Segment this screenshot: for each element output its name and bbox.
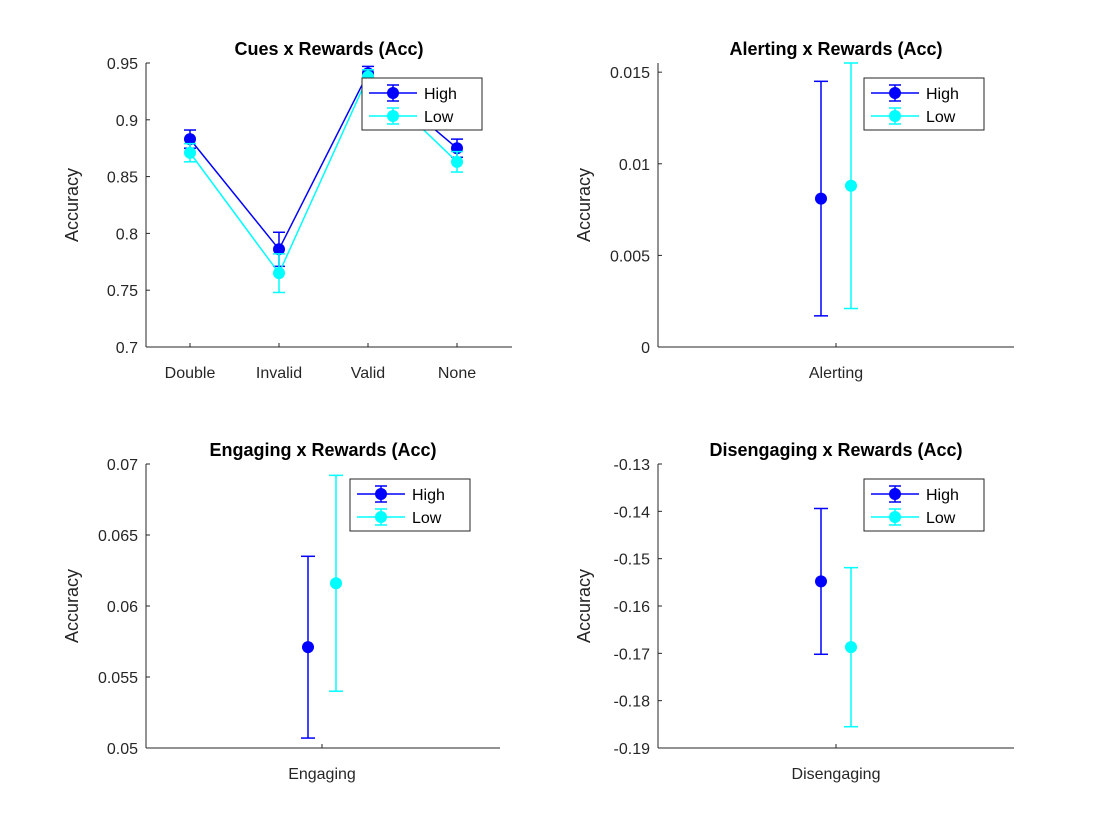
y-tick-label: -0.13 [614, 457, 651, 474]
data-point-low [184, 146, 196, 159]
x-tick-label: Invalid [256, 365, 302, 382]
y-tick-label: 0.07 [107, 457, 138, 474]
legend-marker-low [387, 110, 399, 122]
legend-label-low: Low [926, 109, 956, 126]
chart-panel-3: 0.05 0.055 0.06 0.065 0.07 Engaging Engaging x… [62, 440, 500, 783]
legend-marker-low [889, 511, 901, 523]
legend-box [863, 77, 985, 131]
data-point-low [451, 155, 463, 168]
legend-label-high: High [926, 86, 959, 103]
chart-title: Alerting x Rewards (Acc) [729, 39, 942, 59]
y-tick-label: 0.95 [107, 56, 138, 73]
chart-title: Cues x Rewards (Acc) [234, 39, 423, 59]
data-point-high [184, 133, 196, 146]
data-point-high [302, 641, 314, 654]
x-tick-label: Alerting [809, 365, 863, 382]
legend: High Low [863, 478, 985, 532]
x-tick-label: Engaging [288, 766, 356, 783]
legend-marker-high [387, 87, 399, 99]
chart-panel-1: 0.7 0.75 0.8 0.85 0.9 0.95 Double Invalid Valid N… [62, 39, 512, 382]
legend-box [863, 478, 985, 532]
data-point-low [845, 641, 857, 654]
y-tick-label: 0.055 [98, 670, 138, 687]
legend: High Low [361, 77, 483, 131]
y-tick-label: 0 [641, 340, 650, 357]
data-point-low [273, 267, 285, 280]
legend-marker-low [889, 110, 901, 122]
y-tick-label: 0.75 [107, 283, 138, 300]
chart-panel-2: 0 0.005 0.01 0.015 Alerting Alerting x Reward… [574, 39, 1014, 382]
legend-label-low: Low [424, 109, 454, 126]
data-point-low [330, 577, 342, 590]
legend-marker-high [889, 488, 901, 500]
data-point-low [845, 179, 857, 192]
chart-panel-4: -0.19 -0.18 -0.17 -0.16 -0.15 -0.14 -0.13 Disen… [574, 440, 1014, 783]
y-axis-label: Accuracy [62, 168, 82, 242]
y-axis-label: Accuracy [574, 569, 594, 643]
x-tick-label: None [438, 365, 476, 382]
y-tick-label: 0.8 [116, 226, 138, 243]
y-tick-label: 0.005 [610, 248, 650, 265]
data-point-high [273, 243, 285, 256]
y-tick-label: 0.9 [116, 113, 138, 130]
y-tick-label: 0.05 [107, 741, 138, 758]
legend-marker-low [375, 511, 387, 523]
legend-box [349, 478, 471, 532]
y-tick-label: 0.01 [619, 157, 650, 174]
legend-label-high: High [424, 86, 457, 103]
chart-title: Engaging x Rewards (Acc) [209, 440, 436, 460]
y-tick-label: -0.15 [614, 552, 651, 569]
legend-label-low: Low [412, 510, 442, 527]
y-tick-label: 0.015 [610, 65, 650, 82]
legend-marker-high [375, 488, 387, 500]
legend: High Low [863, 77, 985, 131]
data-point-high [815, 575, 827, 588]
x-tick-label: Disengaging [792, 766, 881, 783]
chart-title: Disengaging x Rewards (Acc) [709, 440, 962, 460]
y-tick-label: 0.065 [98, 528, 138, 545]
legend-label-low: Low [926, 510, 956, 527]
y-axis-label: Accuracy [574, 168, 594, 242]
legend-label-high: High [926, 487, 959, 504]
legend-label-high: High [412, 487, 445, 504]
y-tick-label: 0.7 [116, 340, 138, 357]
y-tick-label: -0.16 [614, 599, 651, 616]
y-axis-label: Accuracy [62, 569, 82, 643]
y-tick-label: -0.14 [614, 504, 651, 521]
x-tick-label: Double [165, 365, 216, 382]
data-point-high [815, 192, 827, 205]
legend: High Low [349, 478, 471, 532]
x-tick-label: Valid [351, 365, 385, 382]
y-tick-label: -0.18 [614, 694, 651, 711]
legend-box [361, 77, 483, 131]
y-tick-label: -0.17 [614, 646, 651, 663]
y-tick-label: -0.19 [614, 741, 651, 758]
y-tick-label: 0.06 [107, 599, 138, 616]
legend-marker-high [889, 87, 901, 99]
y-tick-label: 0.85 [107, 170, 138, 187]
